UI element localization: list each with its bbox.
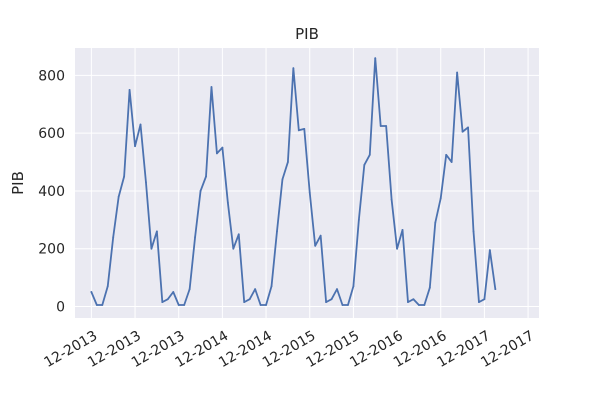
data-point xyxy=(330,298,333,301)
series-group xyxy=(90,57,497,306)
data-point xyxy=(357,218,360,221)
data-point xyxy=(139,123,142,126)
data-point xyxy=(325,301,328,304)
data-point xyxy=(292,67,295,70)
data-point xyxy=(199,190,202,192)
data-point xyxy=(254,288,257,291)
data-point xyxy=(243,301,246,304)
data-point xyxy=(183,304,186,306)
data-point xyxy=(303,127,306,130)
data-point xyxy=(418,304,420,306)
data-point xyxy=(90,291,93,293)
data-point xyxy=(363,164,366,166)
data-point xyxy=(106,285,109,288)
data-point xyxy=(390,198,393,201)
y-axis-label: PIB xyxy=(9,171,27,195)
data-point xyxy=(472,230,475,233)
data-point xyxy=(265,304,267,306)
data-point xyxy=(221,146,224,149)
data-point xyxy=(374,57,377,60)
data-point xyxy=(232,247,235,250)
data-point xyxy=(341,304,344,306)
data-point xyxy=(412,298,415,301)
data-point xyxy=(210,86,213,88)
data-point xyxy=(467,126,469,129)
data-point xyxy=(286,161,289,163)
data-point xyxy=(216,152,218,155)
data-point xyxy=(450,161,453,163)
y-tick-label: 600 xyxy=(38,126,65,142)
data-point xyxy=(281,178,284,181)
data-point xyxy=(128,88,131,91)
y-tick-label: 400 xyxy=(38,184,65,200)
y-tick-labels: 0 200 400 600 800 xyxy=(38,68,65,315)
data-point xyxy=(308,191,311,194)
data-point xyxy=(155,230,158,233)
data-point xyxy=(297,129,300,132)
data-point xyxy=(161,301,164,304)
data-point xyxy=(134,145,136,148)
y-tick-label: 0 xyxy=(56,299,65,315)
data-point xyxy=(439,197,442,200)
data-point xyxy=(145,181,147,184)
data-point xyxy=(270,285,273,288)
data-point xyxy=(95,304,98,306)
data-point xyxy=(101,304,104,306)
plot-area xyxy=(75,48,539,318)
data-point xyxy=(259,304,262,306)
data-point xyxy=(205,175,207,178)
data-point xyxy=(150,247,153,250)
y-tick-label: 200 xyxy=(38,242,65,258)
data-point xyxy=(276,230,278,233)
chart-title: PIB xyxy=(295,25,319,43)
data-point xyxy=(396,247,398,250)
data-point xyxy=(478,301,480,304)
data-point xyxy=(434,221,437,224)
data-point xyxy=(352,285,355,288)
y-tick-label: 800 xyxy=(38,68,65,84)
data-point xyxy=(483,298,486,301)
data-point xyxy=(112,236,115,239)
data-point xyxy=(407,301,409,304)
data-point xyxy=(347,304,349,306)
data-point xyxy=(194,236,196,239)
data-point xyxy=(248,298,251,301)
data-point xyxy=(188,288,191,291)
data-point xyxy=(368,153,371,156)
data-point xyxy=(488,249,491,252)
data-point xyxy=(237,233,240,236)
data-point xyxy=(172,291,175,293)
data-point xyxy=(461,130,464,133)
data-point xyxy=(123,175,126,178)
data-point xyxy=(494,288,497,291)
data-point xyxy=(336,288,338,291)
data-point xyxy=(456,71,459,74)
data-point xyxy=(379,125,382,127)
data-point xyxy=(423,304,426,306)
data-point xyxy=(401,229,404,231)
data-point xyxy=(177,304,180,306)
data-point xyxy=(385,125,388,127)
data-point xyxy=(428,286,431,289)
data-point xyxy=(117,195,120,198)
data-point xyxy=(314,244,317,247)
data-point xyxy=(166,298,169,301)
data-point xyxy=(445,153,448,156)
data-point xyxy=(226,201,229,204)
data-point xyxy=(319,234,322,237)
